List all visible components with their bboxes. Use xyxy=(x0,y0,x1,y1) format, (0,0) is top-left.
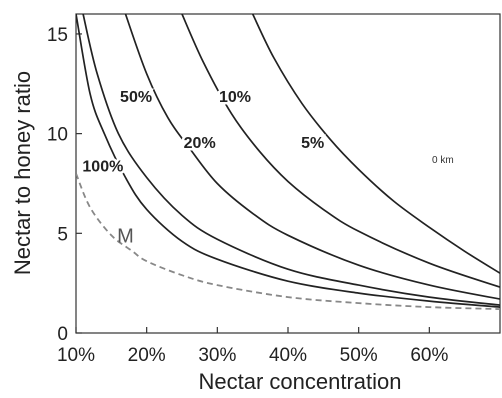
y-tick-label: 10 xyxy=(47,125,68,146)
series-line-m xyxy=(76,173,500,310)
series-line-100pct xyxy=(76,14,500,308)
x-axis-title: Nectar concentration xyxy=(199,369,402,394)
series-line-20pct xyxy=(124,14,500,300)
y-tick-label: 0 xyxy=(57,324,68,345)
x-tick-label: 30% xyxy=(198,345,236,366)
plot-border xyxy=(75,13,501,334)
curve-labels: 100% 50% 20% 10% 5% M xyxy=(80,86,327,248)
y-tick-label: 15 xyxy=(47,25,68,46)
y-axis-title: Nectar to honey ratio xyxy=(10,71,35,275)
x-tick-label: 20% xyxy=(128,345,166,366)
x-tick-label: 40% xyxy=(269,345,307,366)
series-line-5pct xyxy=(251,14,500,274)
series-line-50pct xyxy=(82,14,500,306)
x-tick-label: 60% xyxy=(410,345,448,366)
series-line-10pct xyxy=(181,14,500,288)
axis-ticks: 10% 20% 30% 40% 50% 60% 0 5 10 15 xyxy=(47,25,449,366)
curve-label-100pct: 100% xyxy=(82,159,123,176)
x-tick-label: 50% xyxy=(340,345,378,366)
y-tick-label: 5 xyxy=(57,224,68,245)
distance-annotation: 0 km xyxy=(432,155,454,166)
plot-frame xyxy=(75,13,501,334)
curve-label-50pct: 50% xyxy=(120,89,152,106)
curve-label-5pct: 5% xyxy=(301,135,324,152)
curve-label-20pct: 20% xyxy=(184,135,216,152)
x-tick-label: 10% xyxy=(57,345,95,366)
curve-label-m: M xyxy=(117,226,134,248)
curve-label-10pct: 10% xyxy=(219,89,251,106)
series-layer xyxy=(76,14,500,310)
